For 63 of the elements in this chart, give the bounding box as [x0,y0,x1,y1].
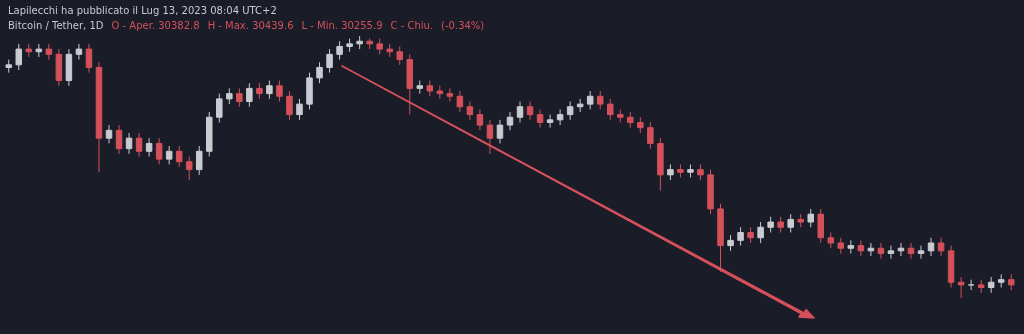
candlestick [757,221,764,244]
candlestick [496,119,504,144]
candlestick [236,87,243,108]
chart-title: Lapilecchi ha pubblicato il Lug 13, 2023 08:04 UTC+2 [8,4,278,18]
candlestick [45,43,53,61]
candlestick [927,237,935,257]
candlestick [857,239,865,257]
candlestick [276,80,283,102]
candlestick [606,98,614,121]
text: O - Aper. 30382.8 [111,20,200,31]
candlestick [135,132,143,158]
candlestick [145,137,153,158]
text: L - Min. 30255.9 [301,20,383,31]
candlestick [155,137,163,165]
candlestick [586,90,594,110]
candlestick [115,124,123,155]
text: (-0.34%) [441,20,485,31]
candlestick [286,90,293,121]
candlestick [787,213,794,233]
candlestick [737,226,744,247]
candlestick [466,101,474,121]
candlestick [957,276,965,299]
candlestick [967,279,975,291]
candlestick [476,108,484,131]
chart-subtitle: Bitcoin / Tether, 1D [8,20,104,31]
candlestick [807,208,814,228]
candlestick [937,237,945,257]
candlestick [85,43,93,74]
candlestick [516,101,524,123]
candlestick [326,48,333,74]
candlestick [246,82,253,108]
candlestick [486,119,494,155]
candlestick [216,93,223,123]
candlestick [336,40,343,61]
candlestick [185,156,193,181]
candlestick [817,208,825,244]
candlestick [647,121,654,150]
candlestick [175,145,183,168]
candlestick [536,108,544,129]
candlestick [556,108,564,126]
text: H - Max. 30439.6 [207,20,294,31]
candlestick [867,242,875,257]
candlestick [456,90,464,113]
candlestick [195,145,203,176]
candlestick [596,90,604,110]
candlestick [907,242,915,260]
candlestick [887,245,895,260]
candlestick [15,43,23,71]
candlestick [917,245,925,260]
candlestick [526,101,534,121]
candlestick [75,43,83,61]
candlestick [446,87,454,102]
candlestick [165,145,173,165]
candlestick [396,45,403,66]
candlestick [506,111,514,131]
candlestick [296,98,303,121]
candlestick [877,242,885,260]
candlestick [266,80,273,100]
candlestick [316,61,323,84]
candlestick [546,114,554,129]
text: C - Chiu. [390,20,434,31]
candlestick [105,124,113,144]
candlestick [566,101,574,121]
